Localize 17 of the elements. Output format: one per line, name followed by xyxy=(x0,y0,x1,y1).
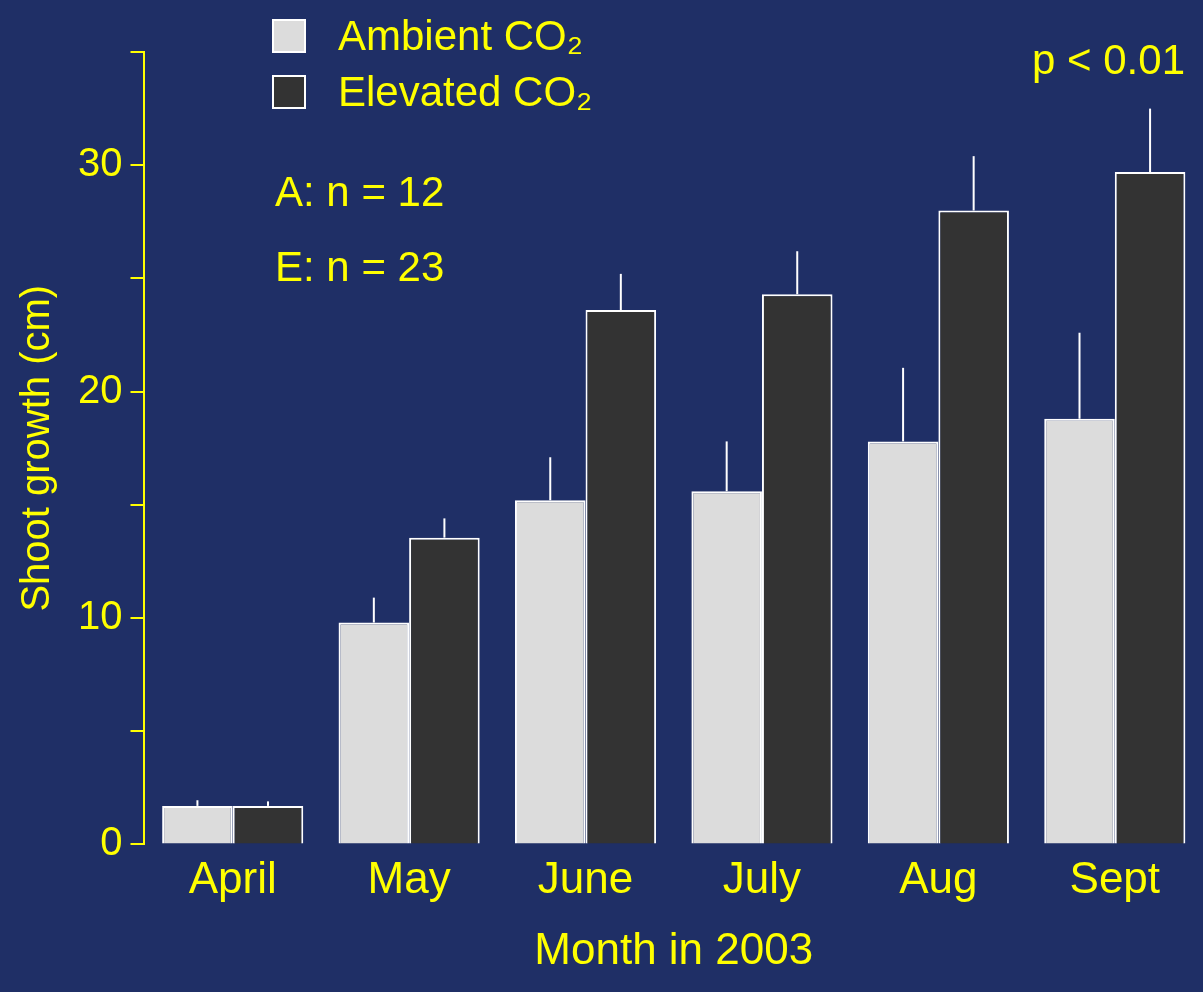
x-tick-label: July xyxy=(722,852,802,902)
y-tick-label: 10 xyxy=(77,593,123,638)
x-tick-label: Sept xyxy=(1069,852,1161,902)
annotation: A: n = 12 xyxy=(275,168,445,216)
x-tick-label: May xyxy=(367,852,451,902)
y-tick-label: 30 xyxy=(77,140,123,185)
x-tick-label: June xyxy=(537,852,634,902)
legend-label: Elevated CO₂ xyxy=(338,68,593,116)
y-tick-label: 20 xyxy=(77,366,123,411)
legend-label: Ambient CO₂ xyxy=(338,12,584,60)
y-tick-label: 0 xyxy=(100,819,123,864)
x-tick-label: Aug xyxy=(899,852,978,902)
x-axis-title: Month in 2003 xyxy=(534,923,814,973)
x-tick-label: April xyxy=(188,852,277,902)
annotation: p < 0.01 xyxy=(1032,36,1185,84)
y-axis-title: Shoot growth (cm) xyxy=(13,284,58,612)
annotation: E: n = 23 xyxy=(275,243,445,291)
